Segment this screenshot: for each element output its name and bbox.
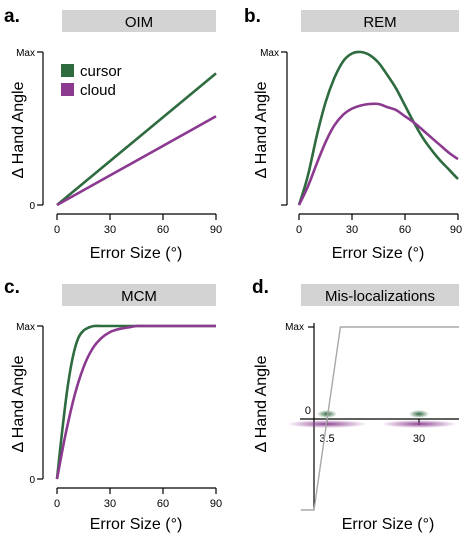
panel-d-plot	[300, 326, 459, 511]
panel-d-y-tick-label-max: Max	[285, 322, 304, 333]
panel-b-series-cursor	[297, 50, 459, 206]
panel-d-series-line	[300, 326, 459, 511]
panel-a-x-tick-label-90: 90	[210, 224, 222, 236]
panel-d-letter: d.	[252, 277, 269, 298]
panel-a-x-tick-label-60: 60	[157, 224, 169, 236]
panel-a-y-label: Δ Hand Angle	[10, 81, 27, 178]
panel-b-x-tick-label-30: 30	[346, 224, 358, 236]
panel-c-plot	[55, 324, 216, 480]
panel-c: c. MCM Max 0 0 30 60 90 Error Size (°) Δ…	[4, 277, 222, 533]
panel-a-title: OIM	[125, 14, 153, 31]
panel-b: b. REM Max 0 30 60 90 Error Size (°) Δ H…	[244, 6, 462, 262]
panel-a-x-label: Error Size (°)	[90, 245, 183, 262]
panel-b-series-cloud	[297, 102, 459, 206]
panel-a-plot	[56, 72, 217, 207]
panel-c-x-tick-label-0: 0	[54, 498, 60, 510]
panel-b-x-tick-label-60: 60	[399, 224, 411, 236]
panel-d-x-tick-label-30: 30	[413, 433, 425, 445]
panel-a-series-cursor	[56, 72, 217, 207]
panel-a-y-tick-label-0: 0	[29, 201, 35, 212]
cursor-distribution-3-5	[317, 410, 337, 418]
cloud-distribution-30	[381, 420, 457, 428]
panel-c-y-tick-label-max: Max	[16, 322, 35, 333]
panel-b-x-tick-label-0: 0	[296, 224, 302, 236]
panel-b-letter: b.	[244, 6, 261, 27]
panel-c-y-tick-label-0: 0	[29, 475, 35, 486]
panel-c-series-cloud	[55, 324, 216, 480]
panel-d: d. Mis-localizations Max 0 3.5 30 Error …	[252, 277, 459, 533]
panel-c-letter: c.	[4, 277, 20, 298]
panel-d-x-tick-label-3-5: 3.5	[319, 433, 334, 445]
panel-a-y-tick-label-max: Max	[16, 48, 35, 59]
panel-d-x-label: Error Size (°)	[342, 516, 435, 533]
panel-c-title: MCM	[121, 288, 157, 305]
panel-b-title-bar	[301, 10, 459, 32]
panel-b-x-tick-label-90: 90	[450, 224, 462, 236]
legend-swatch-cloud	[61, 83, 74, 96]
legend-label-cloud: cloud	[80, 82, 116, 99]
panel-a: a. OIM Max 0 0 30 60 90 Error Size (°) Δ…	[4, 6, 222, 262]
panel-c-x-label: Error Size (°)	[90, 516, 183, 533]
legend-swatch-cursor	[61, 64, 74, 77]
panel-b-y-label: Δ Hand Angle	[253, 81, 270, 178]
panel-a-letter: a.	[4, 6, 20, 27]
panel-c-series-cursor	[55, 324, 216, 480]
legend-label-cursor: cursor	[80, 63, 122, 80]
panel-c-title-bar	[62, 284, 216, 306]
panel-b-x-label: Error Size (°)	[332, 245, 425, 262]
panel-d-title: Mis-localizations	[325, 288, 435, 305]
panel-a-x-tick-label-30: 30	[104, 224, 116, 236]
panel-d-y-label: Δ Hand Angle	[253, 355, 270, 452]
panel-c-y-label: Δ Hand Angle	[10, 355, 27, 452]
cursor-distribution-30	[409, 410, 429, 418]
panel-c-x-tick-label-90: 90	[210, 498, 222, 510]
panel-b-plot	[297, 50, 459, 206]
panel-a-series-cloud	[56, 115, 217, 207]
panel-c-x-tick-label-60: 60	[157, 498, 169, 510]
panel-a-title-bar	[62, 10, 216, 32]
panel-b-title: REM	[363, 14, 396, 31]
panel-c-x-tick-label-30: 30	[104, 498, 116, 510]
panel-b-y-tick-label-max: Max	[260, 48, 279, 59]
panel-d-y-tick-label-0: 0	[305, 405, 311, 417]
panel-d-title-bar	[301, 284, 459, 306]
panel-a-x-tick-label-0: 0	[54, 224, 60, 236]
